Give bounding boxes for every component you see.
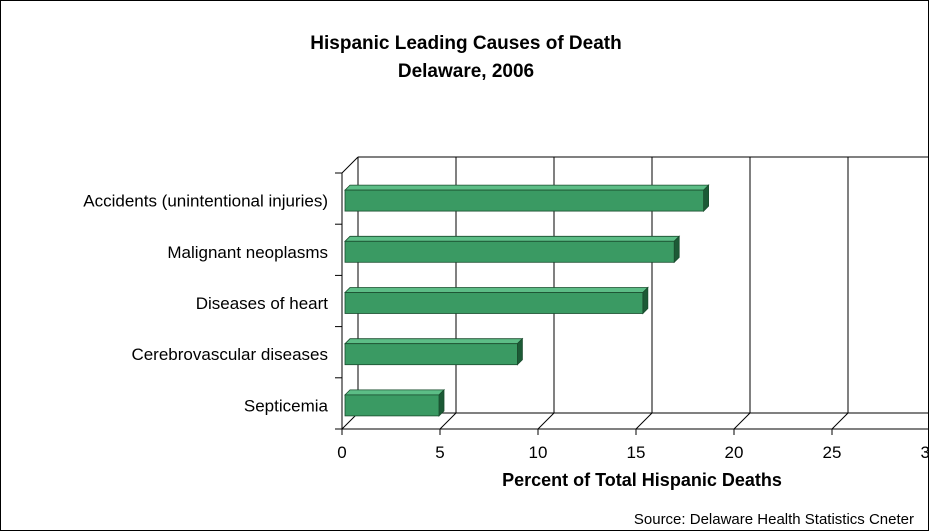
bar — [344, 240, 675, 263]
bar-side — [642, 286, 649, 315]
source-note: Source: Delaware Health Statistics Cnete… — [633, 511, 914, 528]
floor-grid-diagonal — [537, 412, 555, 430]
x-tick-label: 25 — [823, 443, 842, 462]
floor-grid-diagonal — [733, 412, 751, 430]
category-label: Accidents (unintentional injuries) — [83, 192, 328, 211]
bar — [344, 394, 440, 417]
category-label: Septicemia — [244, 396, 329, 415]
bar-top — [344, 389, 445, 396]
bar-side — [438, 388, 445, 417]
bar-side — [673, 235, 680, 264]
x-tick-label: 20 — [725, 443, 744, 462]
bar — [344, 343, 518, 366]
floor-grid-diagonal — [831, 412, 849, 430]
bar-top — [344, 338, 524, 345]
chart-title: Hispanic Leading Causes of Death — [310, 33, 622, 54]
category-label: Cerebrovascular diseases — [131, 345, 328, 364]
category-label: Diseases of heart — [196, 294, 329, 313]
x-tick-label: 15 — [627, 443, 646, 462]
x-axis-title: Percent of Total Hispanic Deaths — [502, 470, 782, 490]
x-tick-label: 30 — [921, 443, 929, 462]
x-tick-label: 0 — [337, 443, 346, 462]
floor-grid-diagonal — [635, 412, 653, 430]
bar-top — [344, 184, 710, 191]
x-tick-label: 5 — [435, 443, 444, 462]
bar — [344, 292, 644, 314]
category-label: Malignant neoplasms — [167, 243, 328, 262]
bar-top — [344, 235, 681, 242]
bar-side — [517, 337, 523, 366]
side-wall-top — [341, 156, 359, 174]
bar — [344, 189, 705, 212]
chart-subtitle: Delaware, 2006 — [397, 61, 535, 82]
bar-top — [344, 287, 649, 293]
x-tick-label: 10 — [529, 443, 548, 462]
bar-side — [703, 184, 709, 213]
floor-grid-diagonal — [439, 412, 457, 430]
